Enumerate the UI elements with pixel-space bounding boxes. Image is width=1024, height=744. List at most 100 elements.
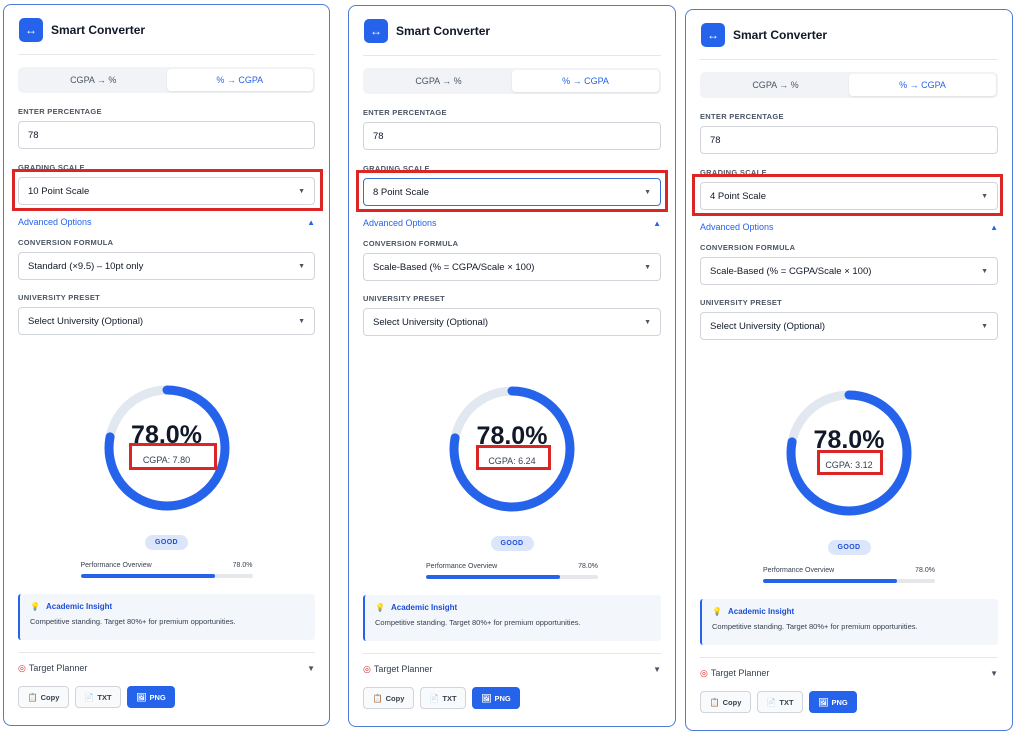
file-icon: 📄 <box>429 693 440 703</box>
clipboard-icon: 📋 <box>709 697 720 707</box>
target-planner-toggle[interactable]: ◎ Target Planner ▼ <box>18 652 315 674</box>
performance-value: 78.0% <box>232 562 253 569</box>
tab-percent-to-cgpa[interactable]: % → CGPA <box>166 69 313 91</box>
chevron-down-icon: ▼ <box>644 263 651 271</box>
badge-row: GOOD <box>18 535 315 550</box>
grading-scale-label: GRADING SCALE <box>700 168 767 177</box>
performance-bar-fill <box>80 574 215 578</box>
chevron-down-icon: ▼ <box>981 322 988 330</box>
app-title: Smart Converter <box>51 22 146 37</box>
percentage-input[interactable]: 78 <box>18 121 315 149</box>
preset-value: Select University (Optional) <box>710 320 826 332</box>
tab-percent-to-cgpa[interactable]: % → CGPA <box>512 70 659 92</box>
grading-scale-select[interactable]: 10 Point Scale ▼ <box>18 177 315 205</box>
header: ↔ Smart Converter <box>363 6 661 56</box>
cgpa-result: CGPA: 7.80 <box>142 455 191 465</box>
university-preset-select[interactable]: Select University (Optional) ▼ <box>700 312 998 340</box>
copy-label: Copy <box>40 692 60 702</box>
advanced-options-toggle[interactable]: Advanced Options ▲ <box>363 218 661 228</box>
performance-bar-fill <box>426 575 561 579</box>
chevron-up-icon: ▲ <box>307 217 315 227</box>
preset-label: UNIVERSITY PRESET <box>700 298 783 307</box>
performance-bar <box>763 579 935 583</box>
advanced-options-toggle[interactable]: Advanced Options ▲ <box>18 217 315 227</box>
performance-overview: Performance Overview 78.0% <box>426 563 598 579</box>
advanced-options-toggle[interactable]: Advanced Options ▲ <box>700 222 998 232</box>
progress-ring: 78.0% CGPA: 7.80 <box>102 383 232 513</box>
copy-button[interactable]: 📋 Copy <box>363 687 414 709</box>
txt-label: TXT <box>442 693 457 703</box>
grading-scale-select[interactable]: 8 Point Scale ▼ <box>363 178 661 206</box>
performance-label: Performance Overview <box>763 567 835 574</box>
mode-tabs: CGPA → % % → CGPA <box>363 68 661 94</box>
chevron-down-icon: ▼ <box>644 318 651 326</box>
png-button[interactable]: 🖼 PNG <box>472 687 520 709</box>
insight-text: Competitive standing. Target 80%+ for pr… <box>30 617 236 626</box>
performance-value: 78.0% <box>578 563 598 570</box>
copy-button[interactable]: 📋 Copy <box>700 691 751 713</box>
university-preset-select[interactable]: Select University (Optional) ▼ <box>363 308 661 336</box>
target-planner-toggle[interactable]: ◎ Target Planner ▼ <box>363 653 661 675</box>
tab-percent-to-cgpa[interactable]: % → CGPA <box>849 74 996 96</box>
advanced-options-label: Advanced Options <box>18 217 92 227</box>
export-buttons: 📋 Copy 📄 TXT 🖼 PNG <box>700 691 998 713</box>
target-planner-toggle[interactable]: ◎ Target Planner ▼ <box>700 657 998 679</box>
university-preset-select[interactable]: Select University (Optional) ▼ <box>18 307 315 335</box>
performance-overview: Performance Overview 78.0% <box>763 567 935 583</box>
chevron-down-icon: ▼ <box>298 317 305 325</box>
export-buttons: 📋 Copy 📄 TXT 🖼 PNG <box>18 686 315 708</box>
preset-label: UNIVERSITY PRESET <box>363 294 446 303</box>
grading-scale-select[interactable]: 4 Point Scale ▼ <box>700 182 998 210</box>
png-label: PNG <box>494 693 511 703</box>
conversion-formula-select[interactable]: Standard (×9.5) – 10pt only ▼ <box>18 252 315 280</box>
app-title: Smart Converter <box>396 23 491 38</box>
txt-label: TXT <box>97 692 112 702</box>
txt-button[interactable]: 📄 TXT <box>420 687 466 709</box>
chevron-down-icon: ▼ <box>981 192 988 200</box>
txt-button[interactable]: 📄 TXT <box>757 691 803 713</box>
copy-button[interactable]: 📋 Copy <box>18 686 69 708</box>
chevron-down-icon: ▼ <box>644 188 651 196</box>
copy-label: Copy <box>722 697 742 707</box>
performance-label: Performance Overview <box>80 562 152 569</box>
chevron-up-icon: ▲ <box>653 218 661 228</box>
performance-bar-fill <box>763 579 898 583</box>
ring-progress <box>449 386 575 512</box>
target-planner-label: Target Planner <box>28 663 88 673</box>
performance-value: 78.0% <box>915 567 935 574</box>
header: ↔ Smart Converter <box>700 10 998 60</box>
chevron-down-icon: ▼ <box>298 187 305 195</box>
preset-value: Select University (Optional) <box>28 315 144 327</box>
tab-cgpa-to-percent[interactable]: CGPA → % <box>415 76 462 86</box>
mode-tabs: CGPA → % % → CGPA <box>700 72 998 98</box>
header: ↔ Smart Converter <box>18 5 315 55</box>
tab-cgpa-to-percent[interactable]: CGPA → % <box>70 75 117 85</box>
png-button[interactable]: 🖼 PNG <box>809 691 857 713</box>
formula-label: CONVERSION FORMULA <box>18 238 114 247</box>
png-label: PNG <box>831 697 848 707</box>
academic-insight: 💡 Academic Insight Competitive standing. … <box>363 595 661 641</box>
conversion-formula-select[interactable]: Scale-Based (% = CGPA/Scale × 100) ▼ <box>363 253 661 281</box>
png-label: PNG <box>149 692 166 702</box>
insight-title: Academic Insight <box>727 607 795 616</box>
image-icon: 🖼 <box>136 692 147 702</box>
percentage-input[interactable]: 78 <box>363 122 661 150</box>
txt-button[interactable]: 📄 TXT <box>75 686 121 708</box>
formula-value: Standard (×9.5) – 10pt only <box>28 260 144 272</box>
png-button[interactable]: 🖼 PNG <box>127 686 175 708</box>
performance-bar <box>80 574 253 578</box>
insight-text: Competitive standing. Target 80%+ for pr… <box>712 622 918 631</box>
chevron-down-icon: ▼ <box>653 665 661 674</box>
academic-insight: 💡 Academic Insight Competitive standing. … <box>18 594 315 640</box>
grading-scale-value: 4 Point Scale <box>710 190 766 202</box>
lightbulb-icon: 💡 <box>375 603 385 612</box>
tab-cgpa-to-percent[interactable]: CGPA → % <box>752 80 799 90</box>
conversion-formula-select[interactable]: Scale-Based (% = CGPA/Scale × 100) ▼ <box>700 257 998 285</box>
percentage-value: 78 <box>373 130 384 142</box>
target-icon: ◎ <box>700 668 708 678</box>
formula-label: CONVERSION FORMULA <box>363 239 459 248</box>
percentage-input[interactable]: 78 <box>700 126 998 154</box>
cgpa-result: CGPA: 6.24 <box>488 456 536 466</box>
preset-value: Select University (Optional) <box>373 316 489 328</box>
chevron-down-icon: ▼ <box>307 664 315 673</box>
